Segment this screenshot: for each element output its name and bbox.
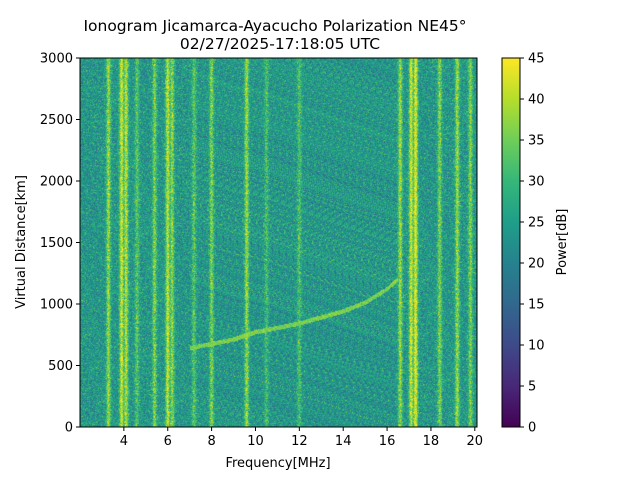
colorbar-tick-label: 25: [528, 216, 545, 231]
heatmap-image: [80, 58, 477, 427]
plot-area: [79, 57, 478, 428]
y-tick-label: 2000: [40, 175, 73, 190]
x-tick-label: 18: [423, 434, 440, 449]
colorbar-tick-label: 0: [528, 421, 536, 436]
y-tick-label: 3000: [40, 52, 73, 67]
y-axis-label: Virtual Distance[km]: [14, 175, 29, 309]
chart-title: Ionogram Jicamarca-Ayacucho Polarization…: [83, 17, 466, 35]
x-tick-label: 6: [164, 434, 172, 449]
colorbar-gradient: [501, 57, 521, 428]
y-tick-label: 500: [48, 359, 73, 374]
x-tick-label: 12: [291, 434, 308, 449]
colorbar-tick-label: 15: [528, 298, 545, 313]
x-tick-label: 8: [207, 434, 215, 449]
colorbar-tick-label: 35: [528, 134, 545, 149]
x-tick-label: 14: [335, 434, 352, 449]
colorbar-tick-label: 5: [528, 380, 536, 395]
colorbar-tick-label: 20: [528, 257, 545, 272]
x-tick-label: 4: [120, 434, 128, 449]
colorbar-tick-label: 10: [528, 339, 545, 354]
colorbar: 0 5 10 15 20 25 30 35 40 45 Power[dB]: [501, 52, 570, 436]
colorbar-tick-label: 45: [528, 52, 545, 67]
colorbar-ticks: 0 5 10 15 20 25 30 35 40 45: [520, 52, 545, 436]
colorbar-label: Power[dB]: [555, 209, 570, 276]
y-tick-label: 1500: [40, 236, 73, 251]
x-tick-label: 10: [247, 434, 264, 449]
x-tick-label: 20: [467, 434, 484, 449]
x-axis-label: Frequency[MHz]: [225, 456, 330, 471]
y-tick-label: 0: [65, 421, 73, 436]
y-axis-ticks: 0 500 1000 1500 2000 2500 3000: [40, 52, 80, 436]
x-axis-ticks: 4 6 8 10 12 14 16 18 20: [120, 427, 483, 449]
y-tick-label: 1000: [40, 298, 73, 313]
chart-subtitle: 02/27/2025-17:18:05 UTC: [180, 35, 380, 53]
colorbar-tick-label: 40: [528, 93, 545, 108]
y-tick-label: 2500: [40, 113, 73, 128]
x-tick-label: 16: [379, 434, 396, 449]
colorbar-tick-label: 30: [528, 175, 545, 190]
